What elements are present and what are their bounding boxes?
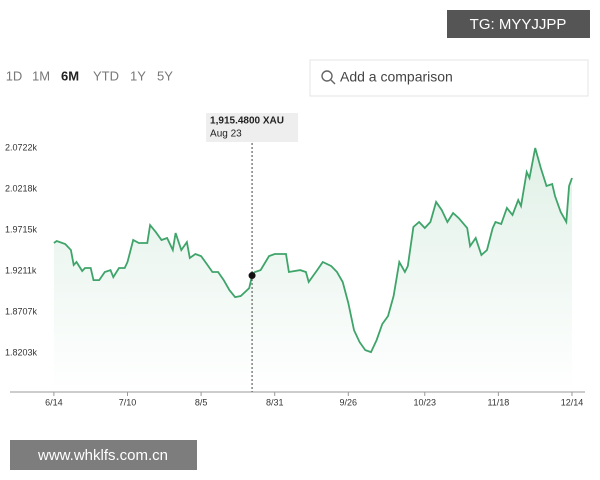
- range-button[interactable]: 5Y: [157, 68, 173, 83]
- y-tick-label: 1.8707k: [5, 306, 38, 316]
- x-tick-label: 8/5: [195, 397, 208, 407]
- tooltip-value: 1,915.4800 XAU: [210, 116, 284, 127]
- range-button[interactable]: 6M: [61, 68, 79, 83]
- range-button[interactable]: 1M: [32, 68, 50, 83]
- y-tick-label: 1.8203k: [5, 347, 38, 357]
- search-icon-handle: [330, 79, 336, 85]
- search-placeholder[interactable]: Add a comparison: [340, 69, 453, 85]
- y-tick-label: 1.9715k: [5, 224, 38, 234]
- x-tick-label: 10/23: [413, 397, 436, 407]
- x-tick-label: 12/14: [561, 397, 584, 407]
- search-icon: [321, 70, 333, 82]
- tooltip-box: [206, 113, 299, 142]
- range-button[interactable]: 1Y: [130, 68, 146, 83]
- watermark: TG: MYYJJPP: [470, 16, 567, 33]
- area: [53, 148, 572, 392]
- line: [53, 147, 573, 354]
- watermark-box: [10, 440, 197, 470]
- watermark: www.whklfs.com.cn: [37, 447, 168, 464]
- search-box[interactable]: [309, 59, 589, 97]
- y-tick-label: 2.0218k: [5, 183, 38, 193]
- watermark-box: [447, 10, 590, 38]
- range-button[interactable]: 1D: [6, 68, 23, 83]
- marker: [248, 272, 256, 280]
- x-tick-label: 9/26: [340, 397, 358, 407]
- range-button[interactable]: YTD: [93, 68, 119, 83]
- y-tick-label: 1.9211k: [5, 265, 37, 275]
- x-tick-label: 6/14: [45, 397, 63, 407]
- x-tick-label: 11/18: [487, 397, 509, 407]
- tooltip-date: Aug 23: [210, 129, 242, 140]
- x-tick-label: 8/31: [266, 397, 284, 407]
- x-tick-label: 7/10: [119, 397, 137, 407]
- y-tick-label: 2.0722k: [5, 142, 38, 152]
